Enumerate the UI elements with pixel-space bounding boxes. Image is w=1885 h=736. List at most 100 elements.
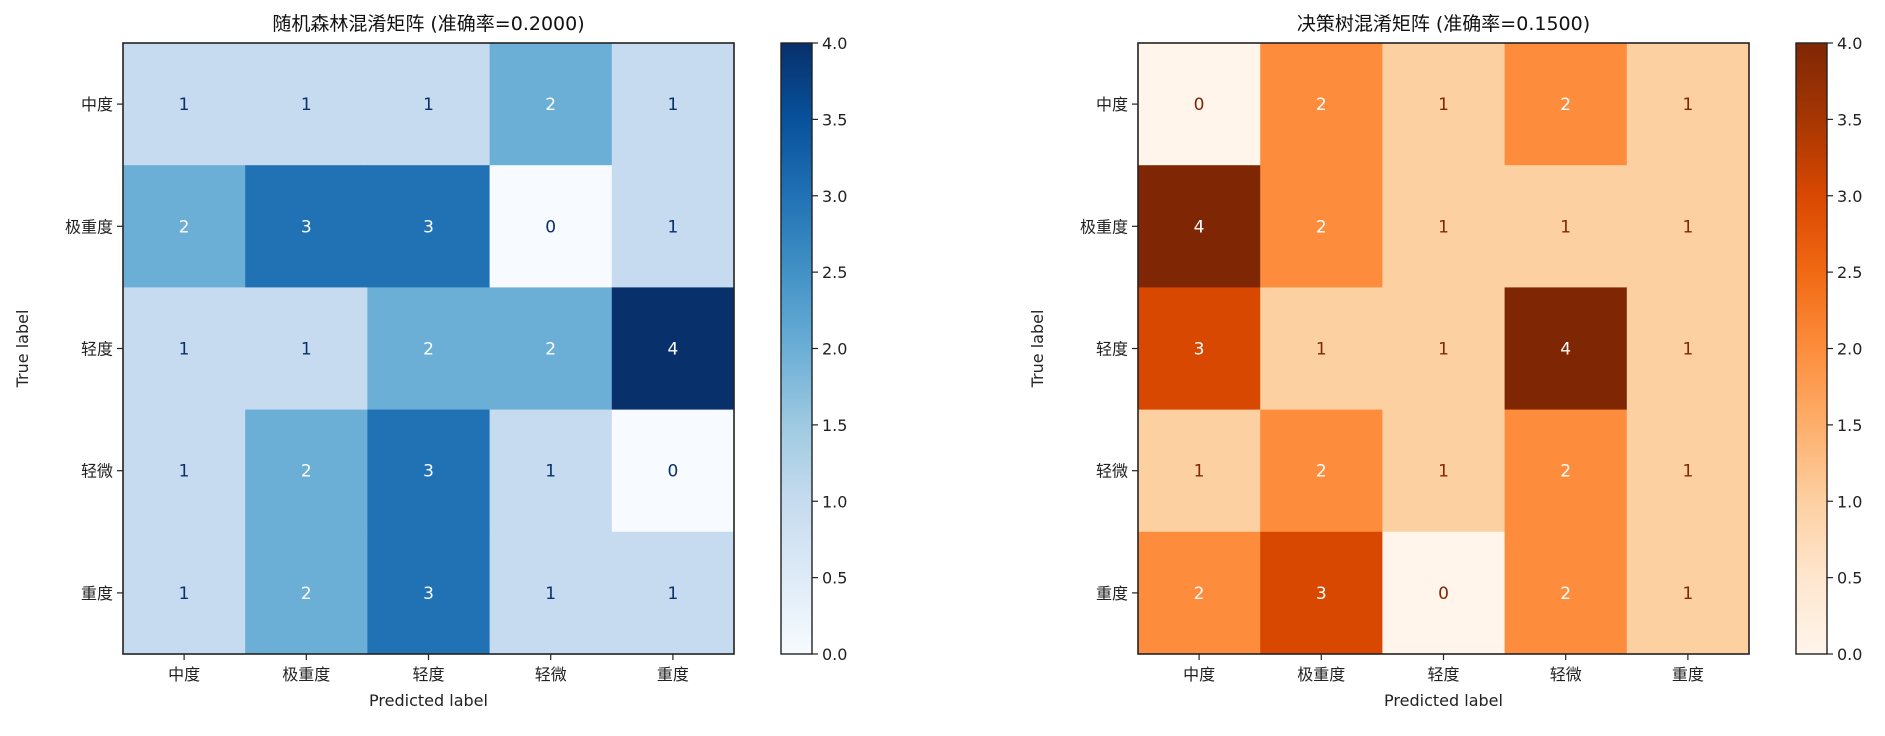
- matrix-cell: [1260, 165, 1383, 288]
- y-tick-label: 中度: [1096, 95, 1128, 114]
- x-tick-label: 中度: [1183, 665, 1215, 684]
- cell-value-label: 1: [1682, 217, 1693, 237]
- colorbar-tick-label: 2.0: [822, 340, 847, 359]
- colorbar-tick-label: 4.0: [1837, 34, 1862, 53]
- y-tick-label: 中度: [81, 95, 113, 114]
- matrix-cell: [1138, 409, 1261, 533]
- matrix-cell: [123, 531, 246, 655]
- matrix-cell: [1504, 165, 1628, 288]
- x-tick-label: 轻度: [1427, 665, 1459, 684]
- matrix-cell: [1626, 43, 1750, 166]
- matrix-cell: [489, 43, 613, 166]
- cell-value-label: 2: [179, 217, 190, 237]
- y-tick-label: 极重度: [65, 217, 113, 236]
- x-tick-label: 极重度: [1297, 665, 1345, 684]
- matrix-cell: [1626, 531, 1750, 655]
- chart-title: 随机森林混淆矩阵 (准确率=0.2000): [272, 13, 584, 35]
- y-tick-label: 轻微: [1096, 462, 1128, 481]
- matrix-cell: [245, 409, 368, 533]
- matrix-cell: [123, 43, 246, 166]
- y-tick-label: 重度: [1096, 584, 1128, 603]
- matrix-cell: [367, 43, 491, 166]
- matrix-cell: [1382, 165, 1506, 288]
- matrix-cell: [1260, 287, 1383, 411]
- cell-value-label: 0: [1438, 584, 1449, 604]
- x-tick-label: 中度: [168, 665, 200, 684]
- cell-value-label: 1: [179, 340, 190, 360]
- matrix-cell: [1504, 43, 1628, 166]
- matrix-cell: [611, 43, 735, 166]
- cell-value-label: 2: [423, 340, 434, 360]
- cell-value-label: 1: [1438, 217, 1449, 237]
- y-tick-label: 极重度: [1080, 217, 1128, 236]
- colorbar-tick-label: 2.5: [822, 263, 847, 282]
- matrix-cell: [489, 409, 613, 533]
- cell-value-label: 2: [301, 584, 312, 604]
- colorbar-tick-label: 0.0: [1837, 645, 1862, 664]
- cell-value-label: 2: [545, 340, 556, 360]
- cell-value-label: 1: [1682, 584, 1693, 604]
- matrix-cell: [123, 409, 246, 533]
- x-tick-label: 重度: [1672, 665, 1704, 684]
- matrix-cell: [1382, 409, 1506, 533]
- y-tick-label: 重度: [81, 584, 113, 603]
- cell-value-label: 0: [1194, 95, 1205, 115]
- cell-value-label: 0: [545, 217, 556, 237]
- cell-value-label: 3: [301, 217, 312, 237]
- matrix-cell: [489, 287, 613, 411]
- matrix-cell: [1504, 531, 1628, 655]
- matrix-cell: [1504, 409, 1628, 533]
- cell-value-label: 1: [1438, 462, 1449, 482]
- colorbar-tick-label: 0.0: [822, 645, 847, 664]
- decision-tree-confusion-matrix: 0 2 1 2 14 2 1 1 13 1 1 4 11 2 1 2 12 3 0 2 1中度 极重度 轻度 轻微 重度中度极重…: [1028, 13, 1862, 710]
- cell-value-label: 1: [667, 217, 678, 237]
- cell-value-label: 2: [1560, 584, 1571, 604]
- colorbar-tick-label: 0.5: [1837, 569, 1862, 588]
- matrix-cell: [611, 165, 735, 288]
- y-tick-label: 轻度: [81, 340, 113, 359]
- colorbar-tick-label: 2.5: [1837, 263, 1862, 282]
- cell-value-label: 3: [423, 217, 434, 237]
- cell-value-label: 2: [545, 95, 556, 115]
- cell-value-label: 4: [1194, 217, 1205, 237]
- colorbar-tick-label: 1.0: [822, 492, 847, 511]
- cell-value-label: 1: [301, 340, 312, 360]
- y-tick-label: 轻微: [81, 462, 113, 481]
- cell-value-label: 1: [1438, 95, 1449, 115]
- matrix-cell: [489, 531, 613, 655]
- cell-value-label: 3: [423, 462, 434, 482]
- cell-value-label: 3: [1194, 340, 1205, 360]
- colorbar: [780, 42, 813, 655]
- colorbar-tick-label: 1.5: [1837, 416, 1862, 435]
- colorbar-tick-label: 4.0: [822, 34, 847, 53]
- matrix-cell: [245, 165, 368, 288]
- cell-value-label: 1: [423, 95, 434, 115]
- matrix-cell: [1626, 409, 1750, 533]
- matrix-cell: [1260, 531, 1383, 655]
- y-axis-label: True label: [1028, 310, 1047, 389]
- matrix-cell: [245, 531, 368, 655]
- matrix-cell: [1382, 531, 1506, 655]
- matrix-cell: [1626, 287, 1750, 411]
- matrix-cell: [367, 287, 491, 411]
- matrix-cell: [1138, 287, 1261, 411]
- cell-value-label: 1: [1682, 340, 1693, 360]
- x-tick-label: 轻微: [535, 665, 567, 684]
- cell-value-label: 3: [423, 584, 434, 604]
- matrix-cell: [367, 531, 491, 655]
- cell-value-label: 2: [1560, 95, 1571, 115]
- cell-value-label: 1: [301, 95, 312, 115]
- random-forest-confusion-matrix: 1 1 1 2 12 3 3 0 11 1 2 2 41 2 3 1 01 2 3 1 1中度 极重度 轻度 轻微 重度中度极重…: [13, 13, 847, 710]
- matrix-cell: [245, 287, 368, 411]
- matrix-cell: [123, 287, 246, 411]
- x-tick-label: 极重度: [282, 665, 330, 684]
- cell-value-label: 2: [1194, 584, 1205, 604]
- x-tick-label: 轻微: [1550, 665, 1582, 684]
- matrix-cell: [611, 287, 735, 411]
- colorbar: [1795, 42, 1828, 655]
- matrix-cell: [367, 409, 491, 533]
- matrix-cell: [1138, 531, 1261, 655]
- cell-value-label: 4: [1560, 340, 1571, 360]
- matrix-cell: [245, 43, 368, 166]
